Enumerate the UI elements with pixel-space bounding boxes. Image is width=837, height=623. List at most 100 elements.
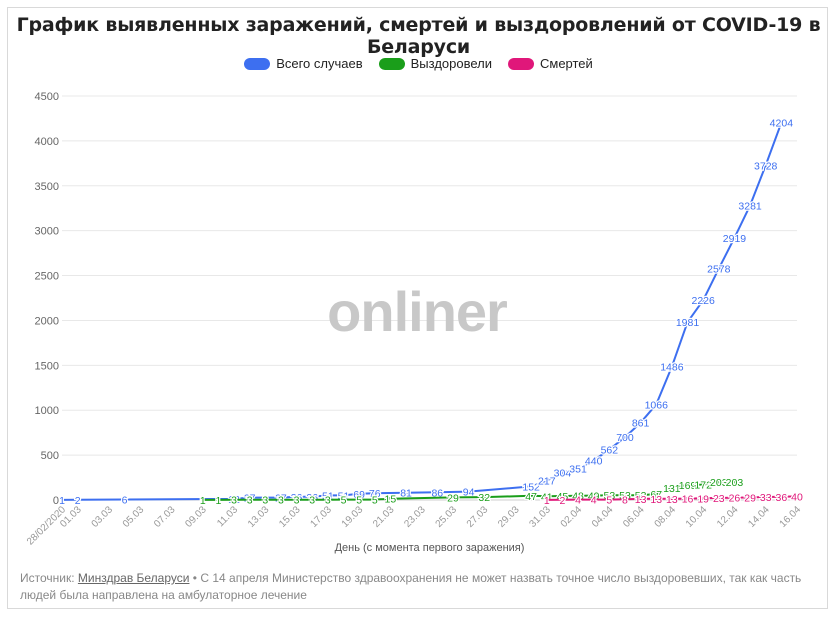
data-point [623,493,627,497]
data-label: 13 [666,494,678,506]
data-label: 2919 [723,233,747,245]
x-tick-label: 05.03 [121,504,147,530]
data-label: 3 [294,495,300,507]
data-point [607,493,611,497]
data-point [529,494,533,498]
data-label: 3 [309,495,315,507]
data-label: 1981 [676,317,700,329]
data-point [779,120,783,125]
data-label: 36 [306,492,318,504]
data-label: 29 [447,492,459,504]
data-label: 3 [262,495,268,507]
data-point [341,493,346,498]
data-label: 2 [560,495,566,507]
data-point [310,498,314,502]
onliner-watermark: onliner [327,280,507,343]
data-point [482,495,486,499]
x-tick-label: 19.03 [340,504,366,530]
data-label: 41 [541,491,553,503]
x-tick-label: 06.04 [621,504,647,530]
y-tick-label: 3500 [35,181,59,193]
data-point [466,489,471,494]
legend-label: Выздоровели [410,56,492,71]
data-point [764,495,768,499]
x-tick-label: 08.04 [653,504,679,530]
data-label: 3728 [754,160,778,172]
y-tick-label: 2000 [35,315,59,327]
x-tick-label: 14.04 [746,504,772,530]
data-point [732,236,737,240]
y-tick-label: 3000 [35,226,59,238]
legend-item[interactable]: Выздоровели [378,56,492,71]
y-tick-label: 1000 [35,405,59,417]
data-label: 131 [663,483,681,495]
data-label: 351 [569,463,587,475]
data-label: 1 [200,495,206,507]
data-point [654,492,658,496]
source-link[interactable]: Минздрав Беларуси [77,571,190,585]
data-label: 76 [369,488,381,500]
data-label: 13 [650,494,662,506]
data-point [529,484,533,488]
data-point [623,435,627,439]
data-label: 8 [622,494,628,506]
data-point [122,497,127,502]
legend-item[interactable]: Смертей [508,56,593,71]
legend-item[interactable]: Всего случаев [244,56,363,71]
data-point [341,497,346,502]
data-label: 304 [554,468,572,480]
data-point [592,498,596,502]
data-label: 94 [463,487,475,499]
data-point [654,402,658,406]
chart-frame [7,7,828,609]
data-label: 1066 [645,399,669,411]
data-label: 5 [606,495,612,507]
data-label: 33 [760,492,772,504]
data-label: 4 [575,495,581,507]
data-point [795,494,799,499]
data-label: 562 [601,445,619,457]
data-point [685,320,690,324]
data-label: 36 [291,492,303,504]
chart-legend: Всего случаев Выздоровели Смертей [0,56,837,71]
data-point [545,494,549,498]
data-point [592,494,596,498]
source-prefix: Источник: [20,571,78,585]
data-label: 440 [585,455,603,467]
series-0: 1261227273636515169768186941522173043514… [58,116,795,508]
data-label: 1486 [660,362,684,374]
data-point [560,471,565,475]
data-label: 4204 [770,118,794,130]
x-tick-label: 25.03 [434,504,460,530]
data-point [560,494,565,498]
data-label: 152 [522,481,540,493]
data-point [232,498,236,502]
data-label: 69 [353,489,365,501]
data-point [294,498,299,502]
data-label: 13 [635,494,647,506]
data-point [388,497,393,501]
data-point [560,498,565,502]
data-point [545,498,549,502]
y-tick-label: 2500 [35,271,59,283]
x-tick-label: 04.04 [590,504,616,530]
series-line [61,122,783,501]
data-label: 5 [341,495,347,507]
legend-swatch [508,57,534,70]
x-tick-label: 21.03 [371,504,397,530]
data-point [670,364,674,369]
data-point [732,496,737,500]
data-label: 2 [75,495,81,507]
data-point [764,163,768,167]
data-point [639,493,643,497]
data-point [76,498,80,502]
data-point [623,497,627,501]
data-label: 1 [59,495,65,507]
data-point [294,495,299,499]
data-label: 169 [679,480,697,492]
data-label: 203 [726,477,744,489]
data-label: 700 [616,432,634,444]
x-axis-label: День (с момента первого заражения) [335,542,525,554]
x-tick-label: 17.03 [308,504,334,530]
legend-swatch [244,57,271,70]
